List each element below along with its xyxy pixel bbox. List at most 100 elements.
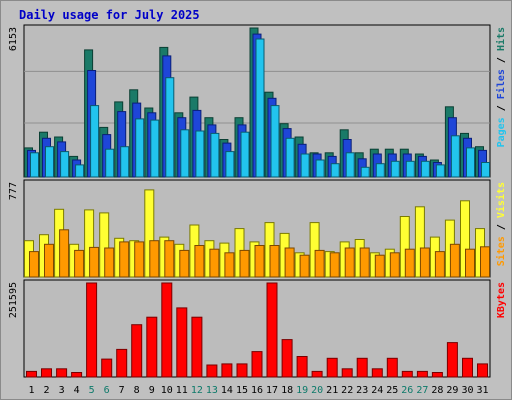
bar-kbytes-day-23 <box>356 357 368 378</box>
bar-pages-day-18 <box>285 137 295 178</box>
bar-kbytes-day-11 <box>176 307 188 378</box>
bar-kbytes-day-1 <box>26 370 37 378</box>
panel-hits-max-label: 6153 <box>8 27 19 51</box>
legend-pages: Pages <box>496 117 507 147</box>
bar-sites-day-4 <box>74 249 85 278</box>
bar-sites-day-6 <box>104 247 115 278</box>
x-tick-label-day-17: 17 <box>266 385 278 396</box>
chart-title: Daily usage for July 2025 <box>19 8 200 22</box>
bar-sites-day-14 <box>224 252 235 278</box>
bar-pages-day-26 <box>405 160 415 178</box>
panel-kbytes-legend: KBytes <box>496 282 507 318</box>
bar-kbytes-day-3 <box>56 368 68 378</box>
x-tick-label-day-14: 14 <box>221 385 233 396</box>
bar-pages-day-12 <box>195 130 205 178</box>
bar-pages-day-19 <box>300 153 310 178</box>
x-tick-label-day-25: 25 <box>386 385 398 396</box>
bar-sites-day-29 <box>449 243 460 278</box>
x-tick-label-day-23: 23 <box>356 385 368 396</box>
bar-sites-day-23 <box>359 247 370 278</box>
x-axis: 1 2 3 4 5 6 7 8 9 10 11 12 13 14 15 16 17 18 19 20 21 22 23 24 2… <box>28 385 488 396</box>
bar-sites-day-28 <box>434 251 445 278</box>
x-tick-label-day-26: 26 <box>401 385 413 396</box>
x-tick-label-day-19: 19 <box>296 385 308 396</box>
bar-pages-day-25 <box>390 160 400 178</box>
bar-kbytes-day-2 <box>41 368 52 378</box>
bar-kbytes-day-9 <box>146 316 158 378</box>
bar-sites-day-21 <box>329 252 340 278</box>
panel-kbytes: 251595 KBytes <box>8 279 507 378</box>
legend-visits: Visits <box>495 182 507 218</box>
x-tick-label-day-12: 12 <box>191 385 203 396</box>
bar-kbytes-day-7 <box>116 348 128 378</box>
bar-kbytes-day-5 <box>86 282 98 378</box>
legend-separator: / <box>496 218 507 236</box>
bar-kbytes-day-4 <box>71 372 83 378</box>
x-tick-label-day-3: 3 <box>59 385 65 396</box>
bar-kbytes-day-20 <box>311 370 323 378</box>
bar-kbytes-day-25 <box>386 357 398 378</box>
x-tick-label-day-7: 7 <box>119 385 125 396</box>
bar-sites-day-12 <box>194 245 205 278</box>
x-tick-label-day-13: 13 <box>206 385 218 396</box>
x-tick-label-day-27: 27 <box>416 385 428 396</box>
bar-sites-day-27 <box>419 247 430 278</box>
bar-kbytes-day-6 <box>101 358 113 378</box>
x-tick-label-day-16: 16 <box>251 385 263 396</box>
panel-visits: 777 Sites / Visits <box>8 179 507 278</box>
bar-kbytes-day-16 <box>251 351 263 378</box>
panel-visits-max-label: 777 <box>8 182 19 200</box>
x-tick-label-day-24: 24 <box>371 385 383 396</box>
bar-pages-day-17 <box>270 105 280 178</box>
bar-sites-day-26 <box>404 248 415 278</box>
bar-sites-day-19 <box>299 254 310 278</box>
bar-pages-day-3 <box>60 151 70 178</box>
bar-pages-day-22 <box>345 152 355 178</box>
bar-pages-day-8 <box>135 118 145 178</box>
bar-pages-day-7 <box>120 146 130 178</box>
bar-kbytes-day-26 <box>401 370 413 378</box>
legend-hits: Hits <box>495 27 507 51</box>
bar-sites-day-2 <box>44 243 54 278</box>
bar-pages-day-20 <box>315 159 325 178</box>
legend-separator: / <box>496 51 507 69</box>
bar-kbytes-day-15 <box>236 363 248 378</box>
panel-hits: 6153 Pages / Files / Hits <box>8 24 507 178</box>
x-tick-label-day-2: 2 <box>43 385 49 396</box>
x-tick-label-day-1: 1 <box>28 385 34 396</box>
bar-kbytes-day-28 <box>431 372 443 378</box>
bar-pages-day-1 <box>30 152 39 178</box>
bar-pages-day-6 <box>105 148 115 178</box>
bar-sites-day-5 <box>89 246 100 278</box>
legend-files: Files <box>495 69 507 99</box>
bar-kbytes-day-29 <box>446 342 458 378</box>
bar-pages-day-27 <box>420 160 430 178</box>
bar-sites-day-17 <box>269 245 280 278</box>
bar-kbytes-day-12 <box>191 316 203 378</box>
bar-pages-day-29 <box>450 135 460 178</box>
bar-sites-day-10 <box>164 240 175 278</box>
bar-sites-day-31 <box>480 246 490 278</box>
x-tick-label-day-18: 18 <box>281 385 293 396</box>
bar-sites-day-22 <box>344 247 355 278</box>
bar-pages-day-31 <box>481 162 490 178</box>
bar-pages-day-14 <box>225 151 235 178</box>
x-tick-label-day-28: 28 <box>431 385 443 396</box>
bar-kbytes-day-21 <box>326 357 338 378</box>
bar-kbytes-day-24 <box>371 368 383 378</box>
bar-sites-day-30 <box>465 248 475 278</box>
legend-sites: Sites <box>495 236 507 266</box>
bar-sites-day-20 <box>314 249 325 278</box>
bar-sites-day-25 <box>389 252 400 278</box>
bar-pages-day-5 <box>90 105 100 178</box>
x-tick-label-day-9: 9 <box>149 385 155 396</box>
x-tick-label-day-6: 6 <box>104 385 110 396</box>
bar-sites-day-8 <box>134 241 145 278</box>
bar-sites-day-15 <box>239 249 250 278</box>
bar-sites-day-18 <box>284 247 295 278</box>
x-tick-label-day-10: 10 <box>161 385 173 396</box>
x-tick-label-day-29: 29 <box>446 385 458 396</box>
x-tick-label-day-21: 21 <box>326 385 338 396</box>
